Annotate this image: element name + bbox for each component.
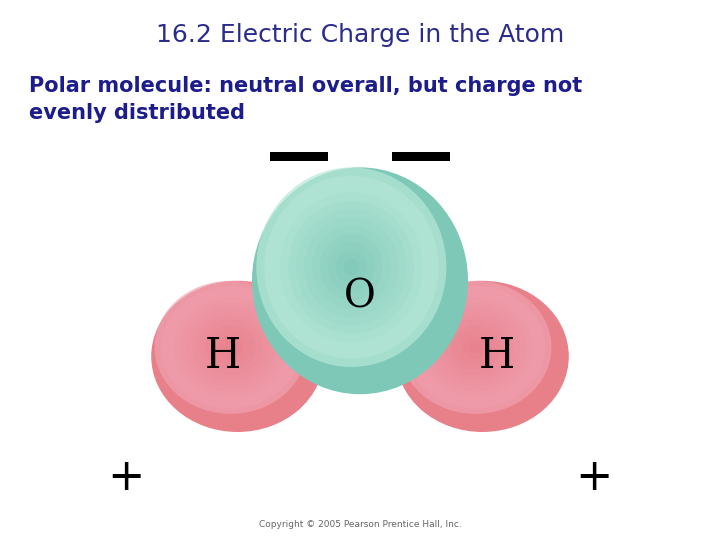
Ellipse shape [199,320,262,375]
Ellipse shape [396,281,569,432]
Ellipse shape [180,303,282,392]
Text: evenly distributed: evenly distributed [29,103,245,124]
Ellipse shape [272,184,431,350]
Ellipse shape [438,314,513,381]
Text: +: + [575,456,613,500]
Ellipse shape [431,308,520,386]
Ellipse shape [186,308,275,386]
Text: +: + [107,456,145,500]
Text: H: H [205,335,241,377]
Ellipse shape [320,234,383,300]
Text: Polar molecule: neutral overall, but charge not: Polar molecule: neutral overall, but cha… [29,76,582,97]
Ellipse shape [406,286,545,408]
Ellipse shape [456,330,495,364]
Text: 16.2 Electric Charge in the Atom: 16.2 Electric Charge in the Atom [156,23,564,47]
Ellipse shape [161,286,300,408]
Ellipse shape [205,325,256,369]
Ellipse shape [304,217,399,317]
Ellipse shape [450,325,501,369]
Text: Copyright © 2005 Pearson Prentice Hall, Inc.: Copyright © 2005 Pearson Prentice Hall, … [258,521,462,529]
Ellipse shape [312,226,391,309]
Ellipse shape [174,298,288,397]
Ellipse shape [167,292,294,403]
Ellipse shape [252,167,468,394]
Ellipse shape [193,314,269,381]
Ellipse shape [256,167,446,367]
Text: O: O [344,279,376,315]
Ellipse shape [400,281,552,414]
Ellipse shape [412,292,539,403]
Ellipse shape [218,336,243,359]
Ellipse shape [469,342,482,353]
Ellipse shape [336,251,367,284]
Ellipse shape [343,259,359,275]
Ellipse shape [418,298,533,397]
Ellipse shape [280,192,423,342]
Ellipse shape [151,281,324,432]
FancyBboxPatch shape [392,152,450,161]
Ellipse shape [463,336,488,359]
FancyBboxPatch shape [270,152,328,161]
Ellipse shape [225,342,237,353]
Ellipse shape [444,320,507,375]
Ellipse shape [155,281,307,414]
Ellipse shape [264,176,438,359]
Text: H: H [479,335,515,377]
Ellipse shape [425,303,526,392]
Ellipse shape [328,242,375,292]
Ellipse shape [296,209,407,326]
Ellipse shape [288,201,415,334]
Ellipse shape [212,330,250,364]
